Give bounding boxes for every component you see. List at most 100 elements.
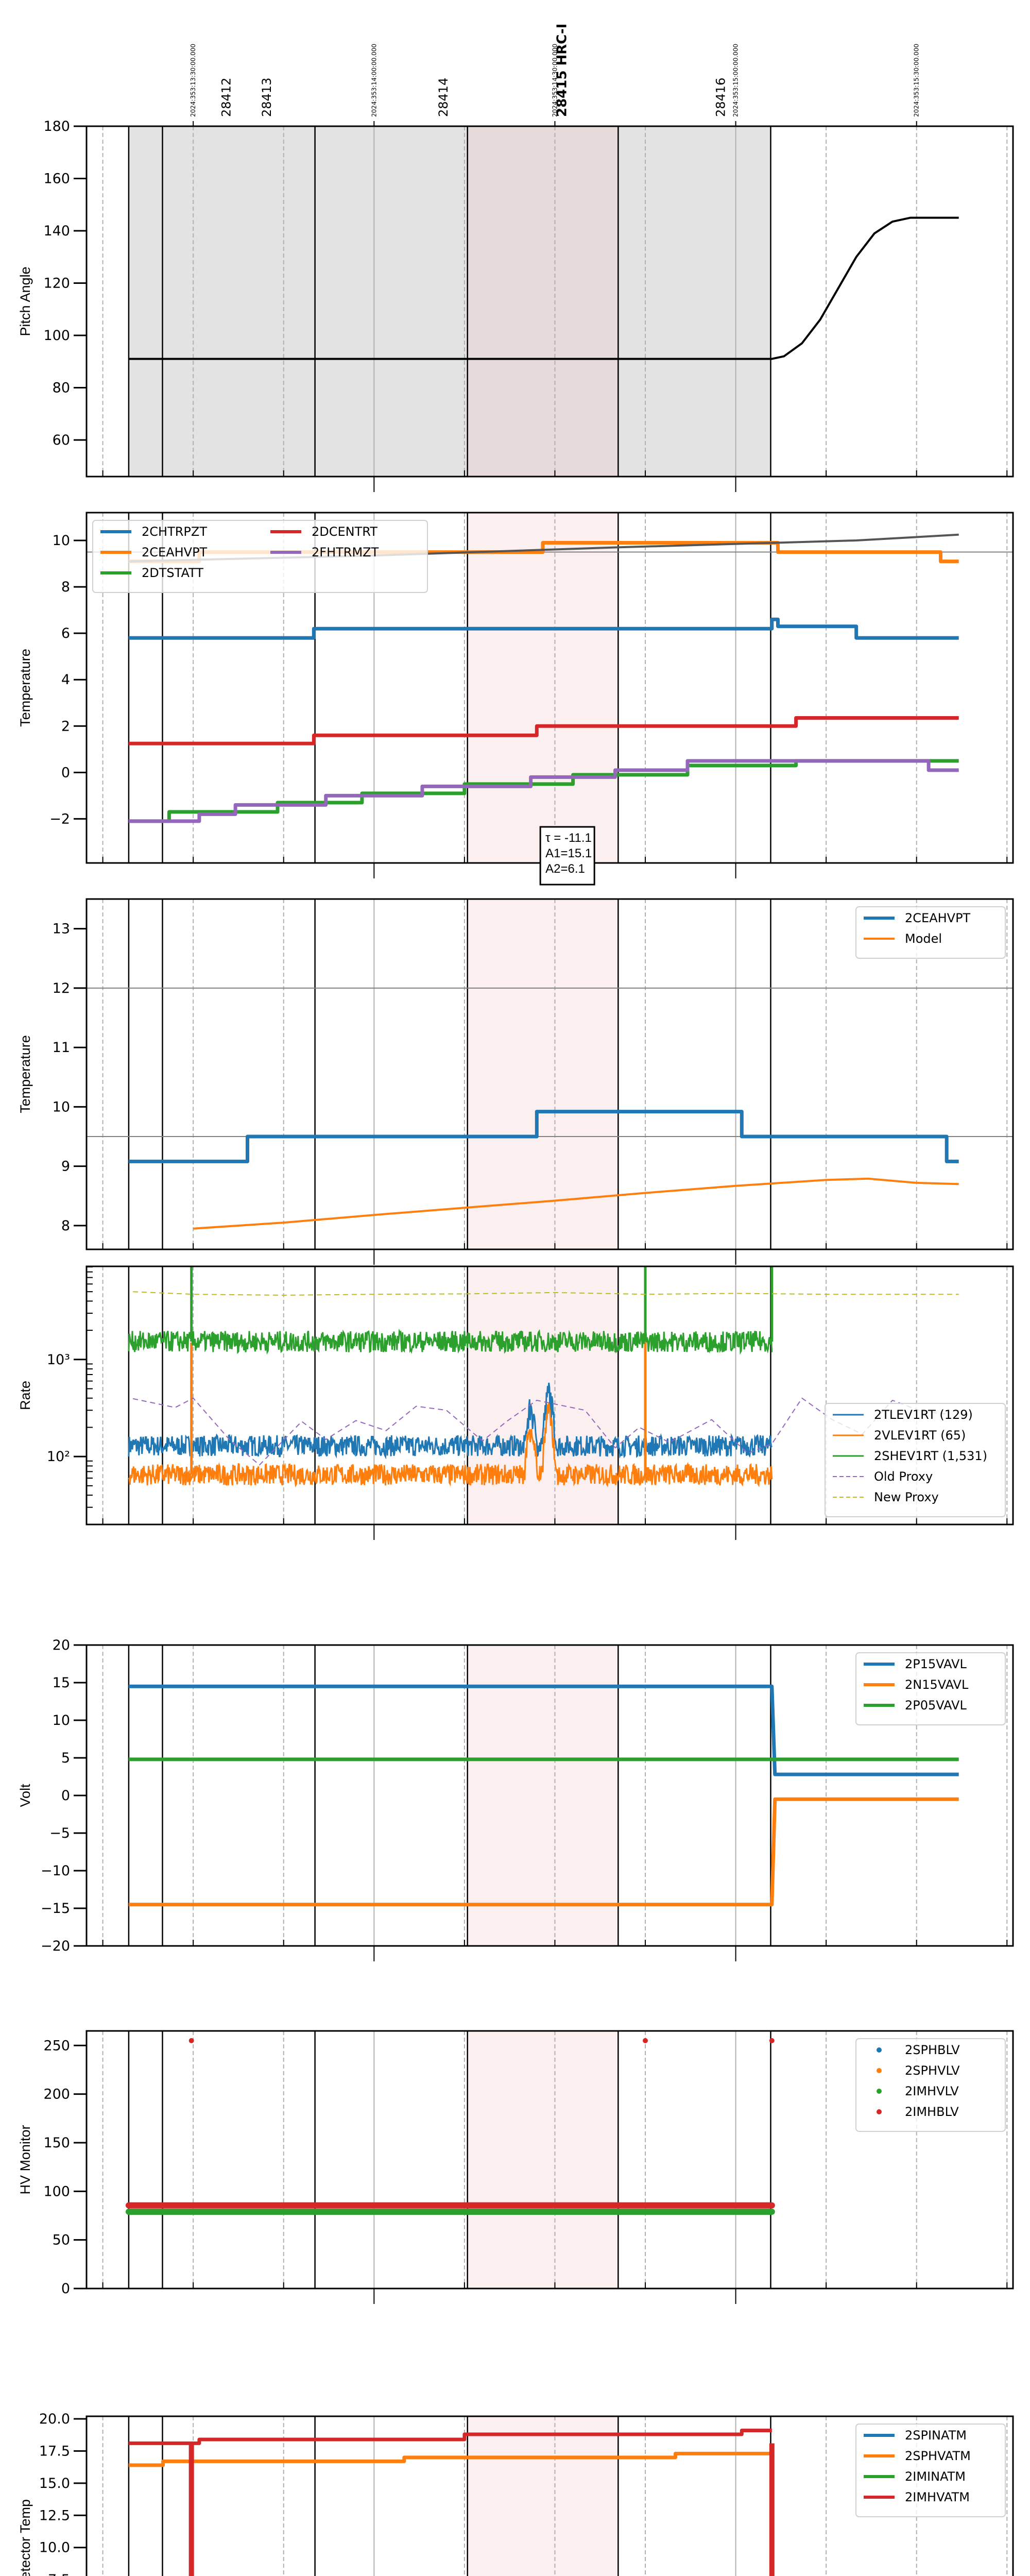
axes-frame [85,125,1014,478]
legend-label: 2FHTRMZT [312,545,379,560]
legend-label: 2IMHVATM [905,2490,970,2504]
gray-shade [128,1645,468,1946]
legend-label: 2DCENTRT [312,524,377,539]
ytick-label: 10 [53,533,70,549]
legend-box [855,2424,1006,2517]
legend-label: 2DTSTATT [142,566,203,580]
ytick-label: 17.5 [39,2443,70,2459]
gray-shade [618,899,771,1249]
ytick-label: 10³ [47,1352,70,1368]
series-2SHEV1RT (1,531) [128,1328,773,1355]
series-2P15VAVL [128,1684,959,1776]
ylabel: Volt [18,1784,33,1807]
ytick-label: 5 [61,1750,70,1766]
legend-box [825,1403,1006,1517]
axes-frame [85,2030,1014,2290]
legend-label: Model [905,931,942,946]
annotation-text: A1=15.1 [545,846,592,860]
series-New Proxy [133,1291,959,1296]
legend-marker [877,2068,882,2073]
legend-label: 2SPHVLV [905,2063,960,2078]
ytick-label: 100 [43,2183,70,2199]
legend-marker [877,2109,882,2114]
ylabel: Temperature [18,1035,33,1113]
ytick-label: 140 [43,223,70,239]
point-2IMHBLV [643,2038,648,2043]
ytick-label: 10.0 [39,2540,70,2556]
ytick-label: 10² [47,1449,70,1465]
legend-label: 2N15VAVL [905,1677,969,1692]
point-2IMHBLV [188,2038,194,2043]
ytick-label: 120 [43,275,70,291]
series-2DCENTRT [128,716,959,745]
gray-shade [128,899,468,1249]
ytick-label: 60 [53,432,70,448]
ytick-label: 250 [43,2038,70,2054]
ytick-label: 8 [61,1218,70,1234]
panel-pitch: 60 80 100 120 140 160 180 Pitch Angle [18,118,1014,492]
gray-shade [618,513,771,863]
series-2VLEV1RT (65) [128,1403,773,1488]
series-Old Proxy [132,1397,947,1466]
panel-rates: 10² 10³ Rate 2TLEV1RT (129) 2VLEV1RT (65) 2SH… [18,1265,1014,1540]
pink-shade [467,2031,619,2289]
top-time-label: 2024:353:14:00:00.000 [370,44,377,117]
panel-ceahvpt: 8 9 10 11 12 13 Temperature 2CEAHVPT Model [18,898,1014,1265]
pink-shade [467,2416,619,2576]
axes-frame [85,1265,1014,1526]
gray-shade [618,2031,771,2289]
ytick-label: 180 [43,118,70,134]
ytick-label: −10 [41,1863,70,1879]
legend-label: 2CEAHVPT [142,545,208,560]
legend-label: 2IMINATM [905,2469,966,2484]
ytick-label: −20 [41,1938,70,1954]
ylabel: Pitch Angle [18,266,33,336]
legend: 2SPINATM 2SPHVATM 2IMINATM 2IMHVATM [855,2424,1006,2517]
ytick-label: 20.0 [39,2411,70,2427]
ytick-label: 10 [53,1099,70,1115]
ytick-label: −15 [41,1901,70,1917]
ylabel: Temperature [18,649,33,727]
legend-label: 2SPHBLV [905,2043,960,2057]
ytick-label: 2 [61,718,70,734]
obsid-label: 28416 [713,78,728,117]
gray-shade [128,126,468,477]
ytick-label: 0 [61,2281,70,2297]
pink-shade [467,126,619,477]
ytick-label: 0 [61,1788,70,1804]
annotation-box [539,826,595,886]
annotation-text: τ = -11.1 [545,831,592,845]
legend-label: 2CHTRPZT [142,524,207,539]
legend-label: 2P05VAVL [905,1698,967,1713]
gray-shade [128,2031,468,2289]
ylabel: Rate [18,1381,33,1410]
legend-label: New Proxy [874,1490,939,1504]
pink-shade [467,899,619,1249]
ytick-label: 20 [53,1637,70,1653]
legend: 2TLEV1RT (129) 2VLEV1RT (65) 2SHEV1RT (1,5… [825,1403,1006,1517]
ytick-label: 100 [43,328,70,344]
legend-box [855,2038,1006,2132]
legend: 2CHTRPZT 2CEAHVPT 2DTSTATT 2DCENTRT 2FHTRMZT [92,520,428,593]
series-2IMHVATM [128,2429,772,2445]
obsid-label: 28413 [260,78,274,117]
legend-label: 2CEAHVPT [905,911,971,925]
ytick-label: 6 [61,625,70,641]
legend-label: 2SPINATM [905,2428,967,2443]
legend-label: 2IMHBLV [905,2105,959,2119]
gray-shade [618,2416,771,2576]
ytick-label: 15 [53,1675,70,1691]
legend-label: 2P15VAVL [905,1657,967,1671]
ytick-label: 9 [61,1159,70,1175]
ytick-label: 150 [43,2135,70,2151]
legend-marker [877,2089,882,2094]
pink-shade [467,1645,619,1946]
legend-label: 2IMHVLV [905,2084,959,2098]
ytick-label: 10 [53,1713,70,1728]
gray-shade [618,126,771,477]
legend: 2P15VAVL 2N15VAVL 2P05VAVL [855,1652,1006,1725]
top-time-label: 2024:353:13:30:00.000 [190,44,197,117]
